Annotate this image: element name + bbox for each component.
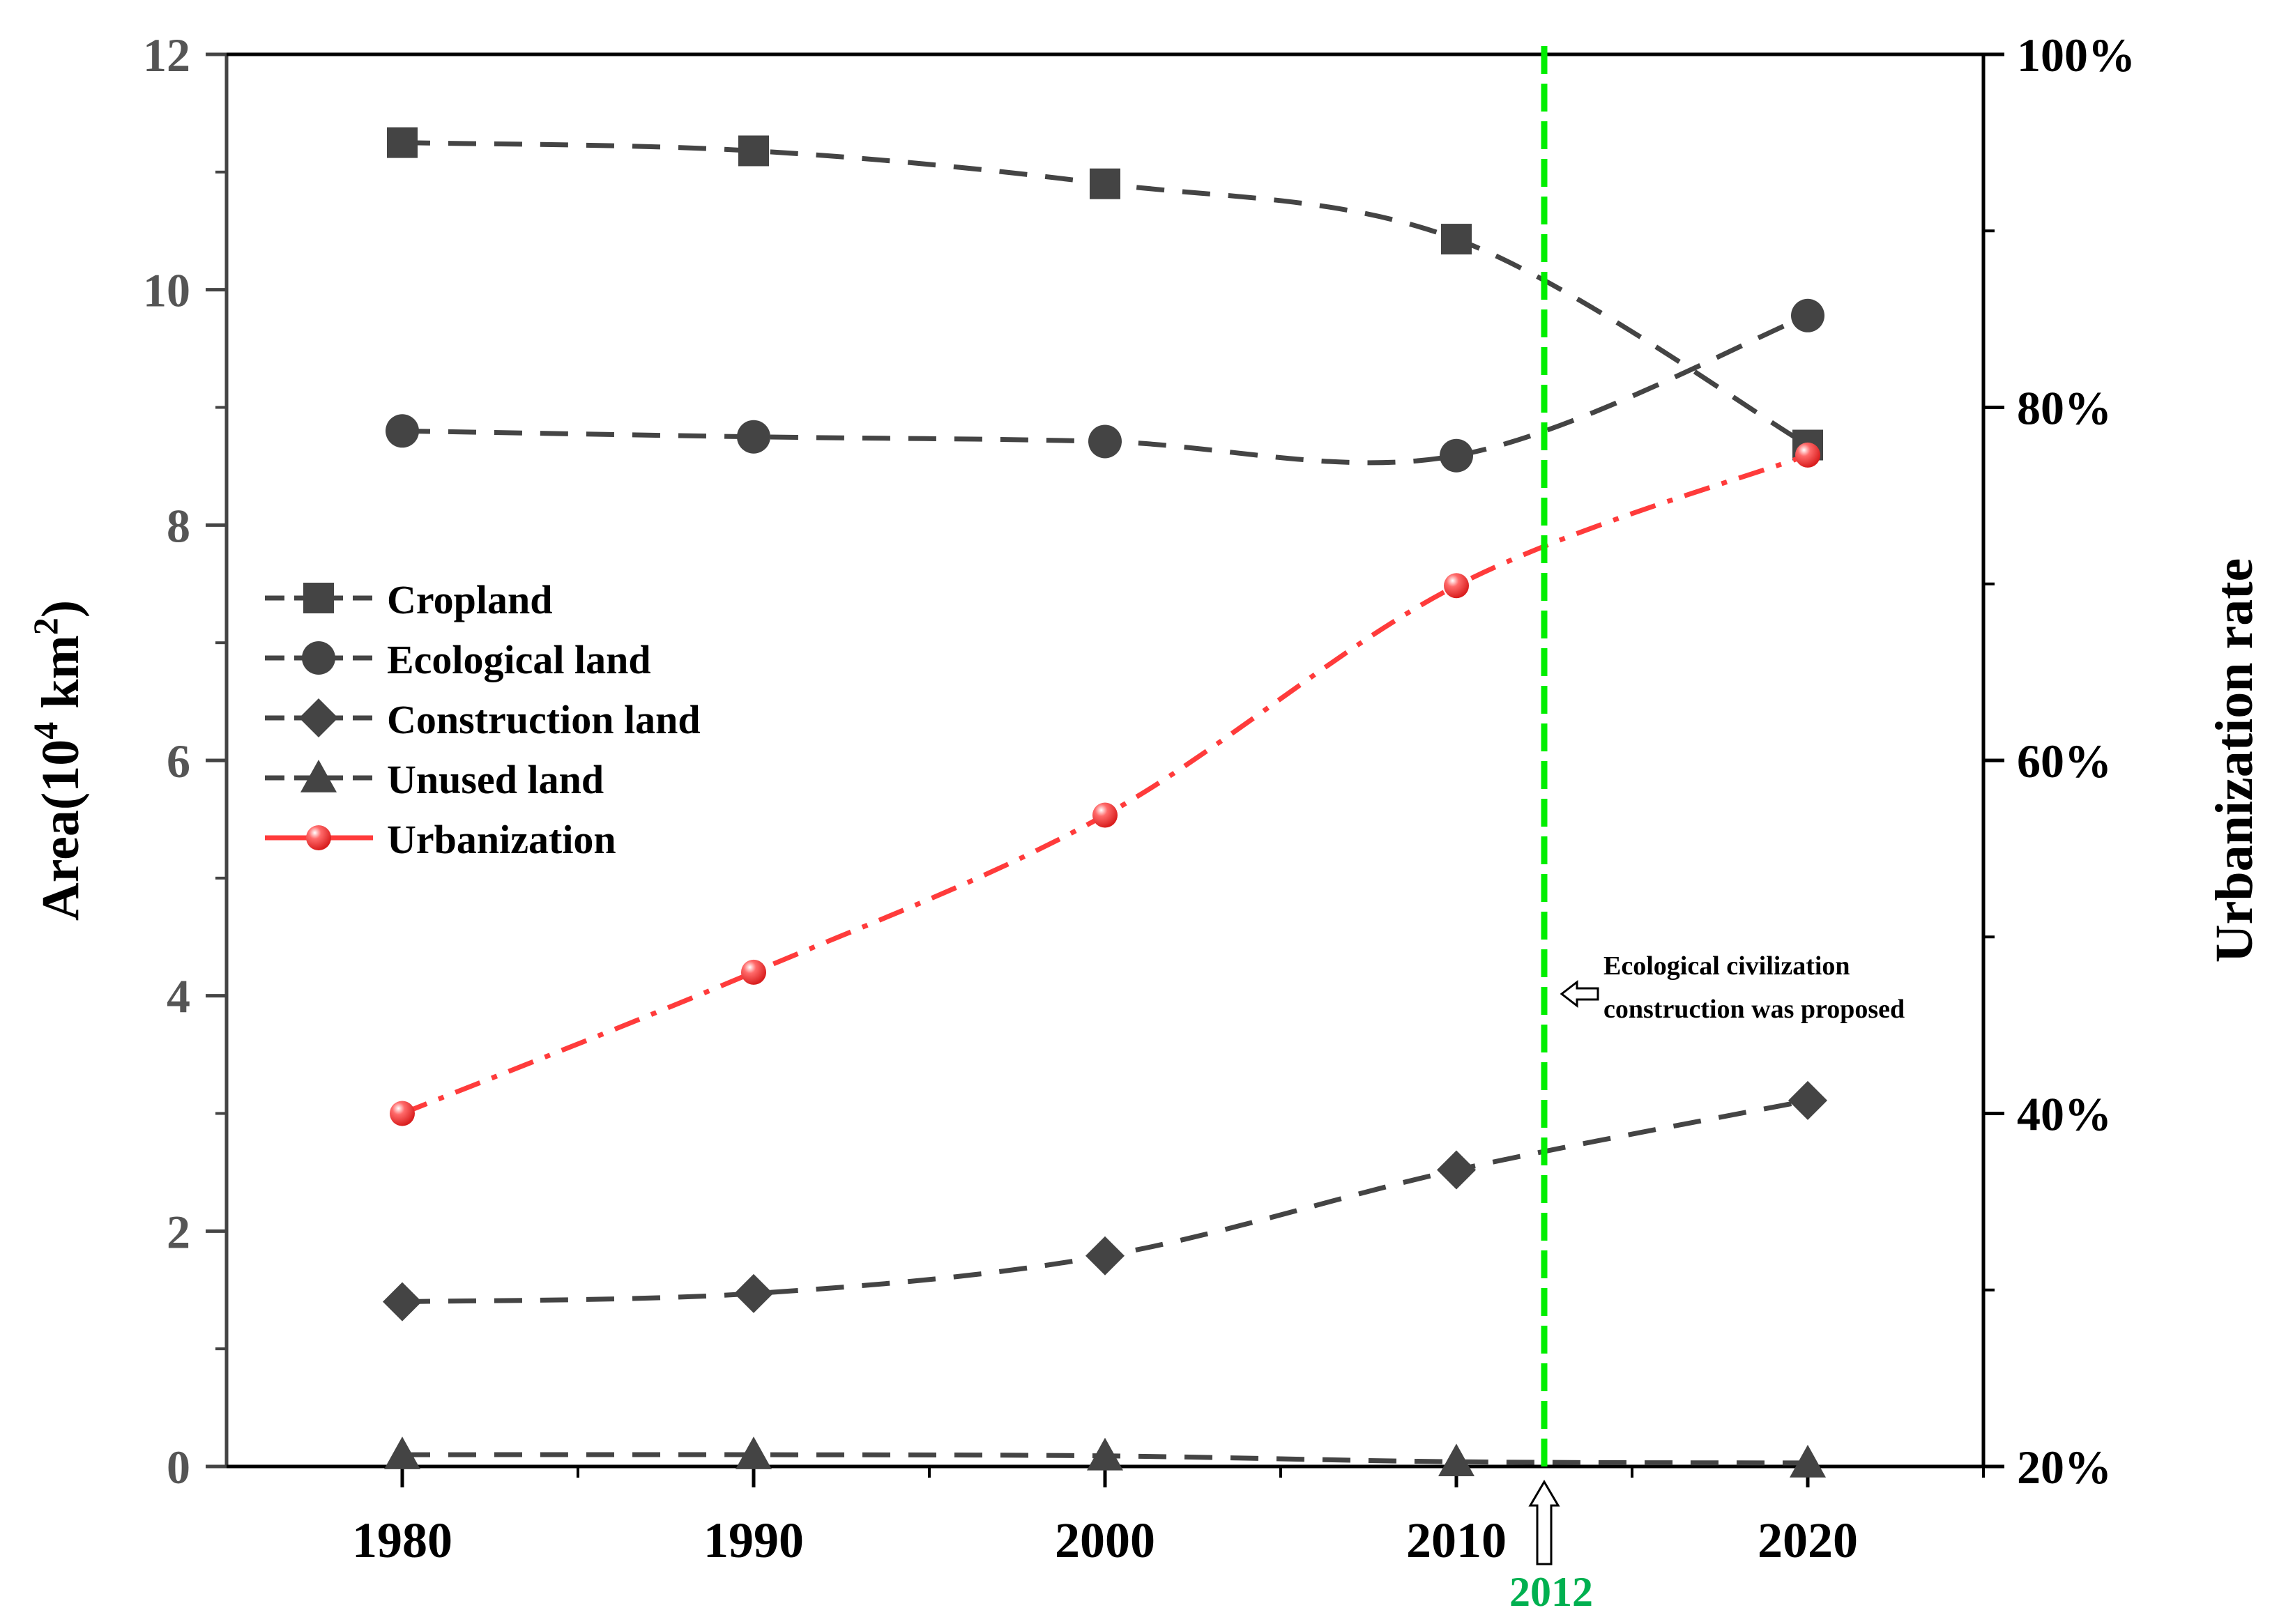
x-tick-label: 2010 (1406, 1512, 1507, 1568)
legend-marker-ecological-land (302, 641, 335, 675)
left-axis-title-part: ) (31, 600, 90, 618)
legend-label-ecological-land: Ecological land (387, 637, 651, 682)
legend-label-cropland: Cropland (387, 577, 552, 622)
construction-land-point (734, 1273, 773, 1313)
legend-label-urbanization: Urbanization (387, 817, 616, 862)
urbanization-line (401, 452, 1809, 1116)
right-tick-label: 100% (2017, 29, 2135, 82)
cropland-point (738, 135, 769, 167)
right-tick-label: 40% (2017, 1088, 2112, 1141)
ecological-land-point (1088, 424, 1122, 459)
urbanization-point (390, 1101, 415, 1126)
urbanization-point (1795, 442, 1820, 468)
x-tick-label: 1990 (703, 1512, 804, 1568)
legend-label-unused-land: Unused land (387, 757, 604, 802)
axes-layer: 0 2 4 6 8 10 12 20% 40% 60% 80% 100% 1980 1990 2000 201… (26, 29, 2264, 1568)
unused-land-point (384, 1437, 420, 1469)
left-axis-title-part: Area(10 (31, 740, 90, 921)
annotation-line-1: Ecological civilization (1603, 951, 1850, 981)
unused-land-point (1790, 1444, 1826, 1478)
legend-marker-cropland (303, 583, 334, 613)
legend-marker-urbanization (306, 825, 331, 850)
right-tick-label: 60% (2017, 735, 2112, 788)
x-tick-label: 1980 (352, 1512, 452, 1568)
reference-label-2012: 2012 (1509, 1569, 1593, 1615)
urbanization-point (741, 959, 766, 985)
legend-marker-construction-land (299, 698, 338, 737)
legend-label-construction-land: Construction land (387, 697, 701, 742)
ecological-land-point (386, 414, 419, 448)
left-axis-title-part: km (31, 635, 90, 722)
right-tick-label: 80% (2017, 382, 2112, 435)
left-tick-label: 0 (167, 1441, 190, 1494)
right-tick-label: 20% (2017, 1441, 2112, 1494)
left-axis-title-part: 2 (26, 618, 65, 635)
left-tick-label: 2 (167, 1205, 190, 1258)
annotation-layer: 2012 Ecological civilization construction … (1509, 46, 1905, 1615)
series-layer (383, 127, 1827, 1478)
left-tick-label: 10 (143, 264, 190, 317)
left-tick-label: 12 (143, 29, 190, 82)
x-tick-label: 2020 (1758, 1512, 1858, 1568)
annotation-line-2: construction was proposed (1603, 995, 1905, 1024)
ecological-land-point (1440, 438, 1473, 473)
cropland-point (387, 127, 418, 158)
urbanization-point (1092, 802, 1118, 828)
cropland-point (1090, 168, 1120, 199)
left-axis-title: Area(104 km2) (26, 600, 90, 921)
construction-land-point (383, 1282, 422, 1322)
left-tick-label: 4 (167, 970, 190, 1023)
ecological-land-point (1791, 298, 1824, 332)
urbanization-point (1444, 573, 1469, 599)
unused-land-point (1087, 1437, 1123, 1471)
legend: Cropland Ecological land Construction land… (265, 577, 701, 862)
unused-land-point (736, 1437, 772, 1469)
left-axis-title-part: 4 (26, 722, 65, 740)
x-tick-label: 2000 (1055, 1512, 1155, 1568)
construction-land-point (1085, 1236, 1125, 1276)
up-arrow-icon (1528, 1480, 1560, 1565)
construction-land-point (1437, 1150, 1476, 1190)
construction-land-point (1788, 1080, 1827, 1120)
left-tick-label: 6 (167, 735, 190, 788)
unused-land-point (1438, 1443, 1475, 1477)
left-tick-label: 8 (167, 499, 190, 552)
right-axis-title: Urbanization rate (2205, 558, 2264, 963)
ecological-land-point (737, 420, 770, 454)
cropland-point (1441, 224, 1472, 255)
left-arrow-icon (1560, 979, 1599, 1009)
legend-marker-unused-land (300, 760, 337, 792)
